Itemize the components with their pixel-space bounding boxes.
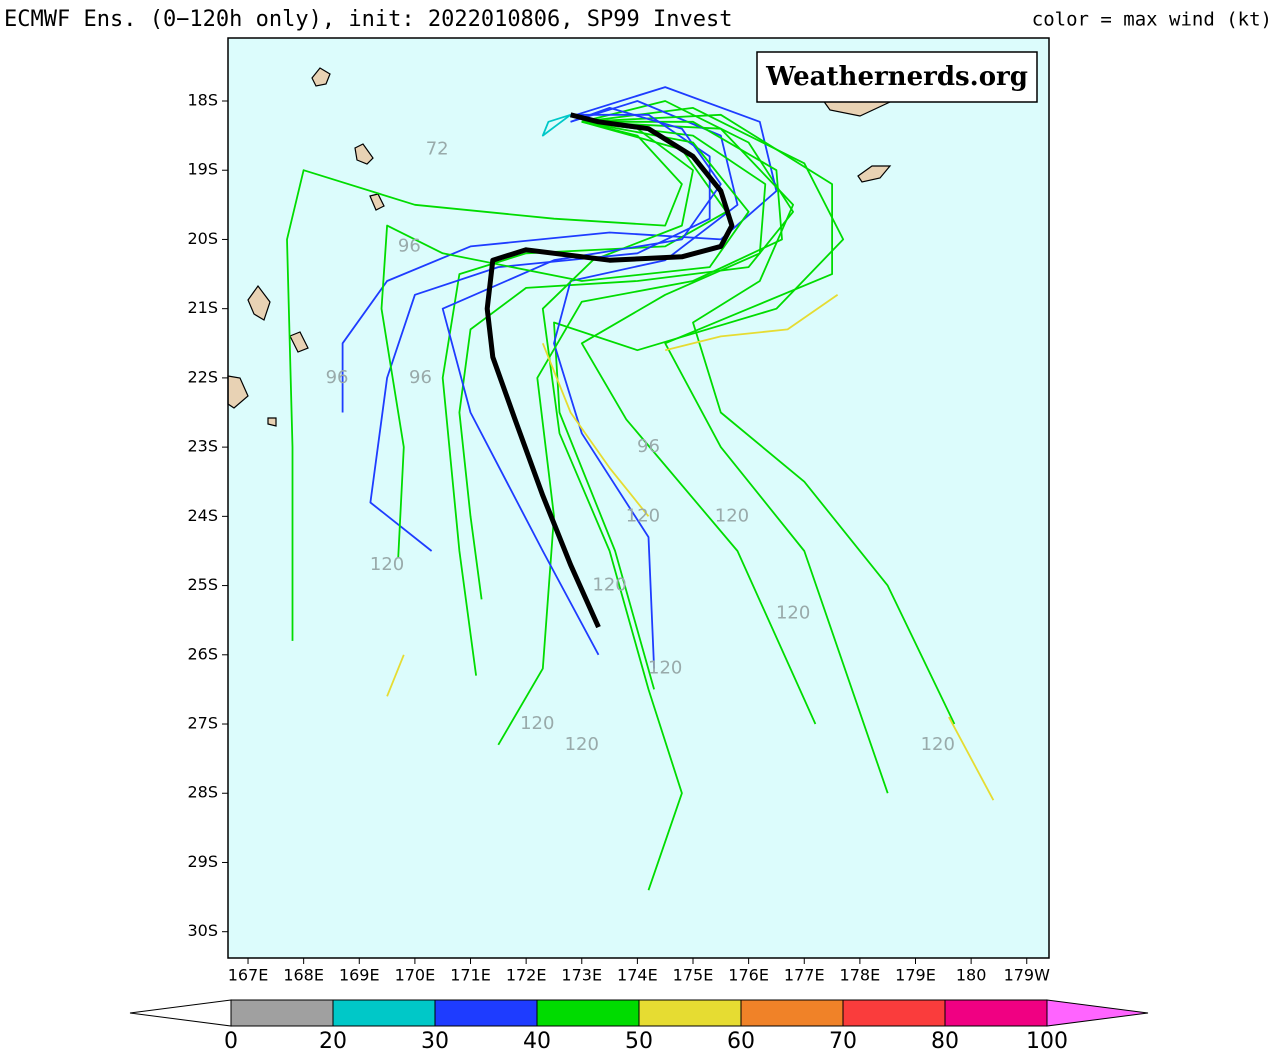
hour-label: 96: [326, 367, 349, 388]
hour-label: 120: [565, 734, 599, 755]
x-tick-label: 168E: [283, 966, 324, 985]
colorbar-label: 60: [727, 1029, 755, 1054]
map-background: [228, 38, 1049, 958]
x-tick-label: 176E: [728, 966, 769, 985]
hour-label: 120: [592, 575, 626, 596]
member-track: [541, 113, 572, 137]
colorbar-label: 0: [224, 1029, 238, 1054]
x-tick-label: 172E: [506, 966, 547, 985]
member-track: [664, 294, 839, 352]
island: [354, 143, 374, 165]
y-tick-label: 20S: [187, 229, 218, 248]
member-track: [580, 120, 817, 725]
x-tick-label: 179W: [1004, 966, 1051, 985]
colorbar-label: 80: [931, 1029, 959, 1054]
over-arrow: [1046, 999, 1149, 1027]
island: [857, 165, 892, 183]
x-tick-label: 178E: [840, 966, 881, 985]
colorbar-label: 20: [319, 1029, 347, 1054]
hour-label: 96: [398, 235, 421, 256]
title: ECMWF Ens. (0−120h only), init: 20220108…: [4, 7, 732, 32]
watermark-box: [756, 51, 1038, 103]
member-track: [341, 86, 778, 413]
hour-label: 120: [776, 602, 810, 623]
colorbar-box: [944, 999, 1048, 1027]
under-arrow: [129, 999, 232, 1027]
island: [267, 417, 277, 427]
right-title: color = max wind (kt): [1032, 9, 1272, 31]
colorbar-box: [332, 999, 436, 1027]
y-tick-label: 19S: [187, 160, 218, 179]
hour-label: 72: [426, 138, 449, 159]
member-track: [497, 120, 783, 746]
y-tick-label: 30S: [187, 921, 218, 940]
y-tick-label: 29S: [187, 852, 218, 871]
y-tick-label: 23S: [187, 437, 218, 456]
colorbar-label: 70: [829, 1029, 857, 1054]
x-tick-label: 173E: [561, 966, 602, 985]
island: [369, 193, 385, 211]
hour-label: 96: [637, 436, 660, 457]
member-track: [386, 654, 405, 697]
member-track: [380, 120, 750, 558]
hour-label: 120: [520, 713, 554, 734]
colorbar-box: [536, 999, 640, 1027]
y-tick-label: 25S: [187, 575, 218, 594]
x-tick-label: 175E: [673, 966, 714, 985]
hour-label: 120: [626, 505, 660, 526]
member-track: [286, 120, 683, 641]
y-tick-label: 26S: [187, 644, 218, 663]
member-track: [553, 100, 739, 669]
y-tick-label: 27S: [187, 714, 218, 733]
member-track: [581, 113, 889, 794]
x-tick-label: 167E: [228, 966, 269, 985]
x-tick-label: 171E: [450, 966, 491, 985]
y-tick-label: 18S: [187, 90, 218, 109]
x-tick-label: 169E: [339, 966, 380, 985]
member-track: [553, 107, 845, 690]
member-track: [441, 107, 722, 656]
colorbar-label: 100: [1026, 1029, 1068, 1054]
colorbar-box: [842, 999, 946, 1027]
colorbar-label: 40: [523, 1029, 551, 1054]
member-track: [581, 120, 956, 725]
colorbar-box: [740, 999, 844, 1027]
x-tick-label: 177E: [784, 966, 825, 985]
colorbar-label: 30: [421, 1029, 449, 1054]
x-tick-label: 170E: [395, 966, 436, 985]
colorbar-box: [230, 999, 334, 1027]
colorbar-box: [434, 999, 538, 1027]
colorbar-label: 50: [625, 1029, 653, 1054]
y-tick-label: 28S: [187, 783, 218, 802]
hour-label: 120: [715, 505, 749, 526]
watermark: Weathernerds.org: [765, 62, 1028, 92]
hour-label: 120: [370, 554, 404, 575]
member-track: [541, 120, 694, 891]
y-tick-label: 22S: [187, 367, 218, 386]
x-tick-label: 179E: [895, 966, 936, 985]
member-track: [541, 342, 650, 517]
island: [289, 331, 309, 353]
hour-label: 120: [648, 658, 682, 679]
y-tick-label: 24S: [187, 506, 218, 525]
x-tick-label: 180: [956, 966, 987, 985]
member-track: [441, 120, 728, 676]
y-tick-label: 21S: [187, 298, 218, 317]
mean-track: [484, 112, 735, 629]
hour-label: 120: [921, 734, 955, 755]
x-tick-label: 174E: [617, 966, 658, 985]
colorbar-box: [638, 999, 742, 1027]
map-frame: [227, 37, 1050, 959]
member-track: [948, 716, 995, 801]
island: [247, 284, 271, 321]
member-track: [369, 113, 711, 552]
hour-label: 96: [409, 367, 432, 388]
island: [311, 67, 331, 87]
